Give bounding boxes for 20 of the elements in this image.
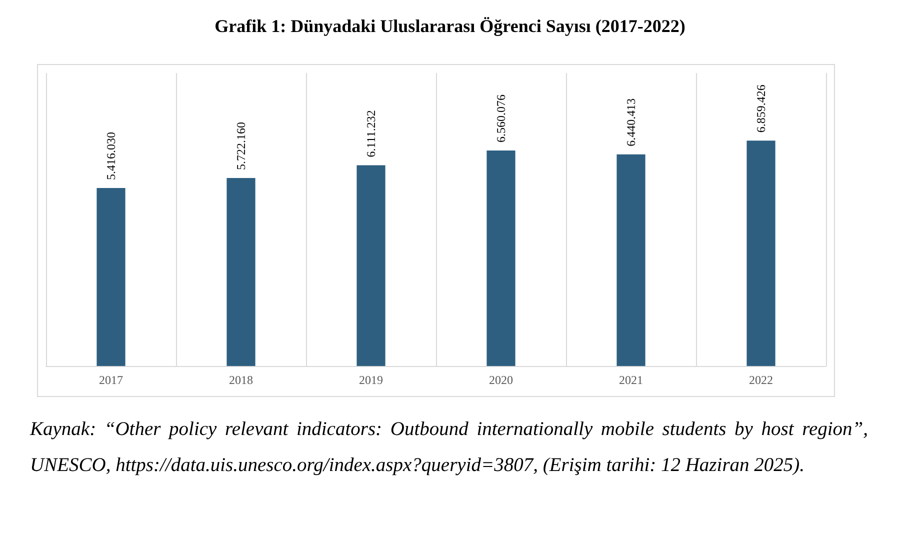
x-tick-label: 2017: [99, 373, 123, 387]
data-label: 6.111.232: [364, 110, 378, 158]
x-tick-label: 2018: [229, 373, 253, 387]
bar: [226, 178, 256, 366]
x-tick-label: 2019: [359, 373, 383, 387]
x-tick-label: 2020: [489, 373, 513, 387]
data-label: 5.416.030: [104, 132, 118, 180]
bar: [746, 140, 776, 366]
data-label: 5.722.160: [234, 122, 248, 170]
bar: [356, 165, 386, 366]
bar: [616, 154, 646, 366]
text: Kaynak: “Other policy relevant indicators: Outbound internationally mobile students by host region”, UNESCO, https://data.uis.unesco.org/index.aspx?queryid=3807, (Erişim tarihi: 12 Haziran 2025).: [30, 418, 868, 478]
chart-title: Grafik 1: Dünyadaki Uluslararası Öğrenci Sayısı (2017-2022): [214, 16, 686, 37]
x-tick-label: 2021: [619, 373, 643, 387]
data-label: 6.560.076: [494, 94, 508, 142]
x-tick-label: 2022: [749, 373, 773, 387]
data-label: 6.859.426: [754, 84, 768, 133]
bar: [96, 188, 126, 366]
bar: [486, 150, 516, 366]
data-label: 6.440.413: [624, 98, 638, 146]
